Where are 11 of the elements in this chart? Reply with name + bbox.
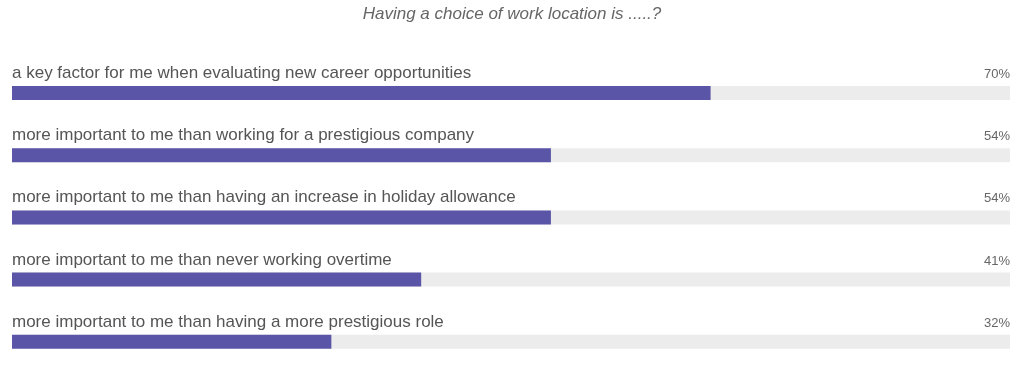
y-tick-label: more important to me than having an increase in holiday allowance — [12, 187, 516, 207]
data-label: 41% — [983, 252, 1011, 268]
y-tick-label: more important to me than working for a prestigious company — [12, 125, 475, 145]
y-tick-label: a key factor for me when evaluating new career opportunities — [12, 63, 472, 82]
y-tick-label: more important to me than never working overtime — [12, 249, 392, 269]
data-label: 54% — [983, 190, 1011, 206]
y-tick-label: more important to me than having a more prestigious role — [12, 311, 444, 331]
data-label: 54% — [983, 128, 1011, 144]
chart-title: Having a choice of work location is .....? — [361, 4, 663, 24]
data-label: 32% — [983, 314, 1011, 330]
data-label: 70% — [983, 66, 1011, 81]
